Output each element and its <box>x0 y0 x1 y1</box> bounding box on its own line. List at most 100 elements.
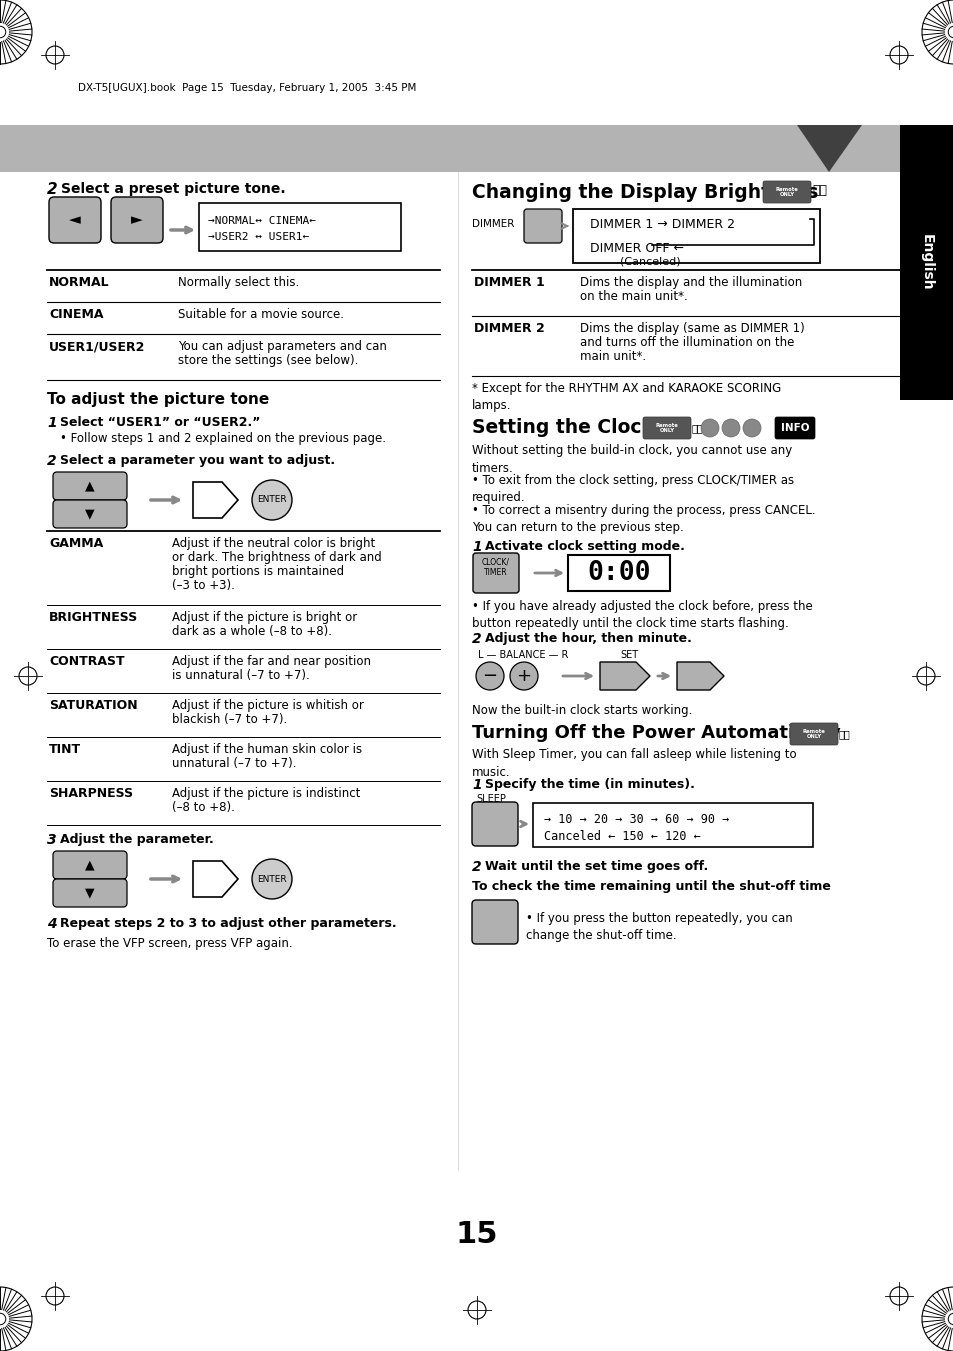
Text: SHARPNESS: SHARPNESS <box>49 788 133 800</box>
Text: 1: 1 <box>472 778 481 792</box>
Text: Canceled ← 150 ← 120 ←: Canceled ← 150 ← 120 ← <box>543 830 700 843</box>
FancyBboxPatch shape <box>472 802 517 846</box>
Text: is unnatural (–7 to +7).: is unnatural (–7 to +7). <box>172 669 310 682</box>
Text: • To exit from the clock setting, press CLOCK/TIMER as
required.: • To exit from the clock setting, press … <box>472 474 793 504</box>
Text: TINT: TINT <box>49 743 81 757</box>
Text: SLEEP: SLEEP <box>476 794 505 804</box>
Text: USER1/USER2: USER1/USER2 <box>49 340 145 353</box>
Text: DIMMER 1 → DIMMER 2: DIMMER 1 → DIMMER 2 <box>589 218 734 231</box>
Text: 1: 1 <box>47 416 56 430</box>
FancyBboxPatch shape <box>533 802 812 847</box>
FancyBboxPatch shape <box>642 417 690 439</box>
Text: Adjust if the human skin color is: Adjust if the human skin color is <box>172 743 362 757</box>
Text: ▼: ▼ <box>85 508 94 520</box>
Text: Changing the Display Brightness: Changing the Display Brightness <box>472 182 818 203</box>
Text: DX-T5[UGUX].book  Page 15  Tuesday, February 1, 2005  3:45 PM: DX-T5[UGUX].book Page 15 Tuesday, Februa… <box>78 82 416 93</box>
Text: unnatural (–7 to +7).: unnatural (–7 to +7). <box>172 757 296 770</box>
Text: NORMAL: NORMAL <box>49 276 110 289</box>
Text: Adjust if the far and near position: Adjust if the far and near position <box>172 655 371 667</box>
FancyBboxPatch shape <box>49 197 101 243</box>
FancyBboxPatch shape <box>53 851 127 880</box>
FancyBboxPatch shape <box>789 723 837 744</box>
Text: • Follow steps 1 and 2 explained on the previous page.: • Follow steps 1 and 2 explained on the … <box>60 432 386 444</box>
Text: ⧖⧖: ⧖⧖ <box>691 423 703 434</box>
Text: Wait until the set time goes off.: Wait until the set time goes off. <box>484 861 707 873</box>
Text: ENTER: ENTER <box>257 496 287 504</box>
Text: CONTRAST: CONTRAST <box>49 655 125 667</box>
Circle shape <box>700 419 719 436</box>
Text: 2: 2 <box>47 182 57 197</box>
Text: Dims the display and the illumination: Dims the display and the illumination <box>579 276 801 289</box>
Text: Activate clock setting mode.: Activate clock setting mode. <box>484 540 684 553</box>
Text: Adjust if the picture is whitish or: Adjust if the picture is whitish or <box>172 698 363 712</box>
Text: (–8 to +8).: (–8 to +8). <box>172 801 234 815</box>
Polygon shape <box>677 662 723 690</box>
Text: • If you press the button repeatedly, you can
change the shut-off time.: • If you press the button repeatedly, yo… <box>525 912 792 943</box>
FancyBboxPatch shape <box>523 209 561 243</box>
FancyBboxPatch shape <box>53 500 127 528</box>
Text: →USER2 ↔ USER1←: →USER2 ↔ USER1← <box>208 232 309 242</box>
Text: Turning Off the Power Automatically: Turning Off the Power Automatically <box>472 724 840 742</box>
Text: Adjust the hour, then minute.: Adjust the hour, then minute. <box>484 632 691 644</box>
Text: Remote
ONLY: Remote ONLY <box>775 186 798 197</box>
Text: • To correct a misentry during the process, press CANCEL.
You can return to the : • To correct a misentry during the proce… <box>472 504 815 535</box>
Bar <box>899 126 953 400</box>
Circle shape <box>0 26 6 38</box>
Text: To erase the VFP screen, press VFP again.: To erase the VFP screen, press VFP again… <box>47 938 293 950</box>
Text: ENTER: ENTER <box>257 874 287 884</box>
Text: ►: ► <box>131 212 143 227</box>
Text: Select “USER1” or “USER2.”: Select “USER1” or “USER2.” <box>60 416 260 430</box>
Text: (–3 to +3).: (–3 to +3). <box>172 580 234 592</box>
Text: 2: 2 <box>472 861 481 874</box>
Text: To adjust the picture tone: To adjust the picture tone <box>47 392 269 407</box>
Text: ◄: ◄ <box>69 212 81 227</box>
Text: CLOCK/
TIMER: CLOCK/ TIMER <box>481 558 510 577</box>
Text: English: English <box>919 234 933 290</box>
Text: Adjust the parameter.: Adjust the parameter. <box>60 834 213 846</box>
Text: To check the time remaining until the shut-off time: To check the time remaining until the sh… <box>472 880 830 893</box>
Text: 2: 2 <box>47 454 56 467</box>
Text: DIMMER 1: DIMMER 1 <box>474 276 544 289</box>
Bar <box>0 126 899 172</box>
Circle shape <box>510 662 537 690</box>
FancyBboxPatch shape <box>567 555 669 590</box>
Text: Dims the display (same as DIMMER 1): Dims the display (same as DIMMER 1) <box>579 322 804 335</box>
Text: ⧖⧖: ⧖⧖ <box>838 730 850 739</box>
Text: or dark. The brightness of dark and: or dark. The brightness of dark and <box>172 551 381 563</box>
Text: → 10 → 20 → 30 → 60 → 90 →: → 10 → 20 → 30 → 60 → 90 → <box>543 813 728 825</box>
Text: 0:00: 0:00 <box>587 561 650 586</box>
FancyBboxPatch shape <box>111 197 163 243</box>
Text: Adjust if the picture is bright or: Adjust if the picture is bright or <box>172 611 356 624</box>
Polygon shape <box>796 126 862 172</box>
Text: Suitable for a movie source.: Suitable for a movie source. <box>178 308 344 322</box>
Text: main unit*.: main unit*. <box>579 350 645 363</box>
Text: SATURATION: SATURATION <box>49 698 137 712</box>
Text: 1: 1 <box>472 540 481 554</box>
Text: Select a parameter you want to adjust.: Select a parameter you want to adjust. <box>60 454 335 467</box>
Text: SET: SET <box>619 650 638 661</box>
Text: −: − <box>482 667 497 685</box>
FancyBboxPatch shape <box>53 471 127 500</box>
Text: ▼: ▼ <box>85 886 94 900</box>
Polygon shape <box>599 662 649 690</box>
Text: INFO: INFO <box>780 423 808 434</box>
Text: ⧖⧖: ⧖⧖ <box>811 185 826 197</box>
Text: You can adjust parameters and can: You can adjust parameters and can <box>178 340 387 353</box>
Text: store the settings (see below).: store the settings (see below). <box>178 354 358 367</box>
Text: dark as a whole (–8 to +8).: dark as a whole (–8 to +8). <box>172 626 332 638</box>
Text: +: + <box>516 667 531 685</box>
Text: Adjust if the picture is indistinct: Adjust if the picture is indistinct <box>172 788 360 800</box>
Text: Remote
ONLY: Remote ONLY <box>655 423 678 434</box>
Text: Now the built-in clock starts working.: Now the built-in clock starts working. <box>472 704 692 717</box>
Text: Remote
ONLY: Remote ONLY <box>801 728 824 739</box>
FancyBboxPatch shape <box>774 417 814 439</box>
Circle shape <box>0 1313 6 1325</box>
Circle shape <box>947 26 953 38</box>
Text: Without setting the build-in clock, you cannot use any
timers.: Without setting the build-in clock, you … <box>472 444 791 474</box>
Text: Specify the time (in minutes).: Specify the time (in minutes). <box>484 778 694 790</box>
Text: DIMMER: DIMMER <box>472 219 514 230</box>
Text: ▲: ▲ <box>85 480 94 493</box>
Text: bright portions is maintained: bright portions is maintained <box>172 565 344 578</box>
FancyBboxPatch shape <box>762 181 810 203</box>
FancyBboxPatch shape <box>472 900 517 944</box>
